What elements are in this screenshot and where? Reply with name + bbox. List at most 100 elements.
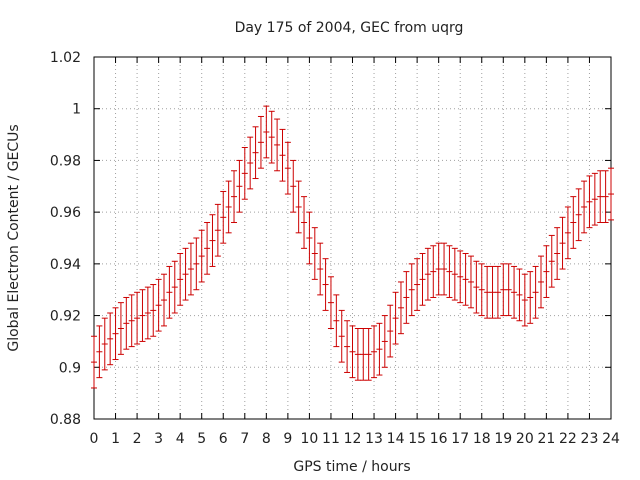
error-bar-point bbox=[430, 245, 437, 298]
grid bbox=[94, 57, 611, 419]
error-bar-point bbox=[414, 258, 421, 311]
error-bar-point bbox=[301, 196, 308, 249]
error-bar-point bbox=[457, 250, 464, 304]
error-bar-point bbox=[338, 309, 345, 363]
x-tick-label: 4 bbox=[176, 431, 185, 447]
error-bar-point bbox=[424, 247, 431, 301]
error-bar-point bbox=[554, 227, 561, 280]
x-tick-label: 12 bbox=[344, 431, 362, 447]
x-tick-label: 14 bbox=[387, 431, 405, 447]
error-bar-point bbox=[279, 128, 286, 182]
error-bar-point bbox=[123, 296, 130, 350]
error-bar-point bbox=[236, 159, 243, 213]
error-bar-point bbox=[397, 281, 404, 335]
error-bar-point bbox=[177, 253, 184, 306]
error-bar-point bbox=[101, 317, 108, 371]
x-tick-label: 20 bbox=[516, 431, 534, 447]
error-bar-point bbox=[128, 294, 135, 348]
error-bar-point bbox=[435, 242, 442, 296]
chart-title: Day 175 of 2004, GEC from uqrg bbox=[235, 20, 464, 36]
error-bar-point bbox=[521, 273, 528, 327]
x-tick-label: 24 bbox=[602, 431, 620, 447]
x-tick-label: 18 bbox=[473, 431, 491, 447]
error-bar-point bbox=[193, 237, 200, 291]
error-bar-point bbox=[446, 245, 453, 298]
error-bar-point bbox=[489, 265, 496, 319]
error-bar-point bbox=[311, 227, 318, 280]
y-tick-label: 1.02 bbox=[50, 50, 81, 66]
x-tick-label: 13 bbox=[365, 431, 383, 447]
x-tick-label: 22 bbox=[559, 431, 577, 447]
x-tick-label: 3 bbox=[154, 431, 163, 447]
error-bar-point bbox=[284, 141, 291, 195]
x-tick-label: 9 bbox=[283, 431, 292, 447]
x-tick-label: 8 bbox=[262, 431, 271, 447]
error-bar-point bbox=[155, 278, 162, 332]
error-bar-point bbox=[96, 325, 103, 379]
x-tick-label: 0 bbox=[90, 431, 99, 447]
x-tick-label: 10 bbox=[301, 431, 319, 447]
error-bar-point bbox=[144, 286, 151, 340]
error-bar-point bbox=[91, 335, 97, 389]
error-bar-point bbox=[564, 206, 571, 260]
y-tick-label: 0.9 bbox=[59, 360, 81, 376]
error-bar-point bbox=[516, 268, 523, 322]
y-axis-label: Global Electron Content / GECUs bbox=[6, 124, 22, 351]
error-bar-point bbox=[387, 304, 394, 358]
error-bar-point bbox=[252, 126, 259, 180]
axis-ticks bbox=[93, 56, 612, 420]
error-bar-point bbox=[171, 260, 178, 314]
error-bar-point bbox=[597, 170, 604, 223]
error-bar-point bbox=[537, 255, 544, 309]
x-tick-label: 23 bbox=[581, 431, 599, 447]
error-bar-point bbox=[591, 172, 598, 226]
error-bar-point bbox=[257, 115, 264, 169]
error-bar-point bbox=[117, 302, 124, 355]
error-bar-point bbox=[107, 312, 114, 366]
error-bar-point bbox=[403, 271, 410, 324]
error-bars bbox=[91, 105, 614, 389]
error-bar-point bbox=[511, 265, 518, 319]
error-bar-point bbox=[306, 211, 313, 265]
error-bar-point bbox=[220, 190, 227, 244]
error-bar-point bbox=[161, 273, 168, 327]
error-bar-point bbox=[451, 247, 458, 301]
x-tick-label: 11 bbox=[322, 431, 340, 447]
error-bar-point bbox=[505, 263, 512, 317]
error-bar-point bbox=[263, 105, 270, 159]
error-bar-point bbox=[494, 265, 501, 319]
error-bar-point bbox=[408, 263, 415, 317]
x-tick-label: 16 bbox=[430, 431, 448, 447]
y-tick-label: 0.94 bbox=[50, 257, 81, 273]
x-tick-label: 17 bbox=[451, 431, 469, 447]
error-bar-point bbox=[247, 136, 254, 190]
y-tick-label: 0.88 bbox=[50, 412, 81, 428]
error-bar-point bbox=[371, 325, 378, 379]
error-bar-point bbox=[344, 320, 351, 373]
x-tick-label: 7 bbox=[240, 431, 249, 447]
x-tick-label: 1 bbox=[111, 431, 120, 447]
error-bar-point bbox=[112, 307, 119, 361]
error-bar-point bbox=[392, 291, 399, 345]
error-bar-point bbox=[225, 180, 232, 234]
error-bar-point bbox=[581, 180, 588, 234]
error-bar-point bbox=[586, 175, 593, 229]
error-bar-point bbox=[548, 234, 555, 288]
error-bar-point bbox=[333, 294, 340, 348]
x-tick-label: 2 bbox=[133, 431, 142, 447]
error-bar-point bbox=[467, 255, 474, 309]
error-bar-point bbox=[354, 328, 361, 381]
y-tick-label: 0.96 bbox=[50, 205, 81, 221]
error-bar-point bbox=[602, 170, 609, 223]
error-bar-point bbox=[381, 315, 388, 368]
error-bar-point bbox=[484, 265, 491, 319]
error-bar-point bbox=[570, 196, 577, 249]
error-bar-point bbox=[575, 188, 582, 242]
error-bar-point bbox=[166, 265, 173, 319]
error-bar-point bbox=[290, 159, 297, 213]
error-bar-point bbox=[209, 214, 216, 267]
error-bar-point bbox=[150, 284, 157, 337]
error-bar-point bbox=[274, 118, 281, 172]
error-bar-point bbox=[532, 265, 539, 319]
